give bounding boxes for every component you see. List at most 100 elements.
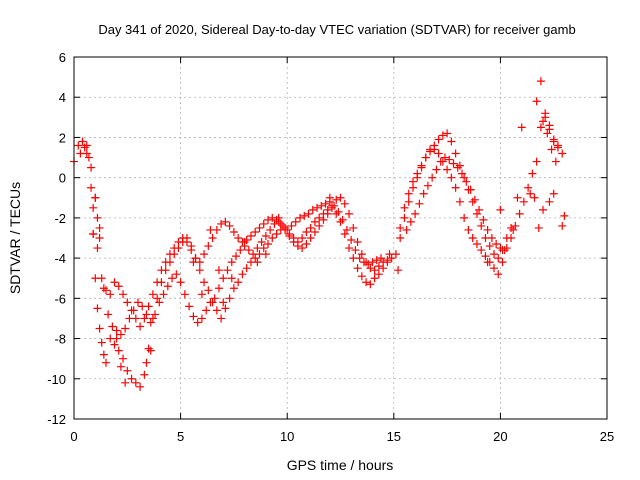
data-point xyxy=(485,242,494,251)
data-point xyxy=(374,270,383,279)
data-point xyxy=(338,215,347,224)
data-point xyxy=(189,312,198,321)
data-point xyxy=(285,231,294,240)
data-point xyxy=(534,223,543,232)
data-point xyxy=(76,149,85,158)
data-point xyxy=(549,135,558,144)
data-point xyxy=(332,209,341,218)
data-point xyxy=(264,215,273,224)
data-point xyxy=(413,173,422,182)
data-point xyxy=(185,302,194,311)
data-point xyxy=(306,223,315,232)
data-point xyxy=(240,238,249,247)
data-point xyxy=(197,290,206,299)
data-point xyxy=(404,197,413,206)
data-point xyxy=(402,225,411,234)
data-point xyxy=(206,225,215,234)
data-point xyxy=(157,266,166,275)
data-point xyxy=(547,145,556,154)
y-tick-label: 2 xyxy=(59,130,66,145)
data-point xyxy=(362,278,371,287)
data-point xyxy=(202,306,211,315)
data-point xyxy=(340,199,349,208)
data-point xyxy=(315,221,324,230)
data-point xyxy=(553,141,562,150)
data-point xyxy=(458,169,467,178)
data-point xyxy=(238,270,247,279)
data-point xyxy=(197,314,206,323)
data-point xyxy=(494,254,503,263)
data-point xyxy=(543,129,552,138)
data-point xyxy=(214,266,223,275)
data-point xyxy=(370,266,379,275)
data-point xyxy=(146,346,155,355)
data-point xyxy=(229,284,238,293)
data-point xyxy=(366,280,375,289)
data-point xyxy=(138,302,147,311)
data-point xyxy=(302,227,311,236)
data-point xyxy=(541,109,550,118)
data-point xyxy=(396,234,405,242)
data-point xyxy=(195,266,204,275)
data-point xyxy=(123,366,132,375)
data-point xyxy=(496,205,505,214)
data-point xyxy=(349,223,358,232)
data-point xyxy=(421,153,430,162)
data-point xyxy=(146,318,155,327)
y-tick-label: -10 xyxy=(47,372,66,387)
data-point xyxy=(426,145,435,154)
data-point xyxy=(101,358,110,367)
data-point xyxy=(447,137,456,146)
data-point xyxy=(112,326,121,335)
data-point xyxy=(400,203,409,212)
data-point xyxy=(385,250,394,259)
data-point xyxy=(340,229,349,238)
data-point xyxy=(345,244,354,253)
data-point xyxy=(490,250,499,259)
data-point xyxy=(434,135,443,144)
data-point xyxy=(357,272,366,281)
data-point xyxy=(163,282,172,291)
data-point xyxy=(129,306,138,315)
data-point xyxy=(539,117,548,126)
data-point xyxy=(470,195,479,204)
data-point xyxy=(127,374,136,383)
data-point xyxy=(549,189,558,198)
data-point xyxy=(131,378,140,387)
data-point xyxy=(225,294,234,303)
data-point xyxy=(423,181,432,190)
data-point xyxy=(93,213,102,222)
data-point xyxy=(264,240,273,249)
data-point xyxy=(257,238,266,247)
data-point xyxy=(408,183,417,192)
data-point xyxy=(148,314,157,323)
data-point xyxy=(214,284,223,293)
data-point xyxy=(121,324,130,333)
data-point xyxy=(483,225,492,234)
data-point xyxy=(148,290,157,299)
data-point xyxy=(374,262,383,271)
point-layer xyxy=(70,77,569,391)
data-point xyxy=(82,141,91,150)
data-point xyxy=(483,258,492,267)
data-point xyxy=(112,334,121,343)
data-point xyxy=(434,149,443,158)
data-point xyxy=(336,193,345,202)
data-point xyxy=(93,304,102,313)
data-point xyxy=(165,250,174,259)
data-series-2 xyxy=(76,77,562,331)
data-point xyxy=(168,274,177,283)
data-point xyxy=(261,231,270,240)
data-point xyxy=(321,199,330,208)
data-point xyxy=(351,246,360,255)
data-point xyxy=(223,266,232,275)
data-point xyxy=(551,157,560,166)
data-point xyxy=(89,203,98,212)
data-point xyxy=(460,213,469,222)
y-tick-label: 4 xyxy=(59,90,66,105)
data-point xyxy=(477,246,486,255)
data-point xyxy=(246,231,255,240)
y-tick-label: -8 xyxy=(54,332,66,347)
data-point xyxy=(278,221,287,230)
data-point xyxy=(272,215,281,224)
